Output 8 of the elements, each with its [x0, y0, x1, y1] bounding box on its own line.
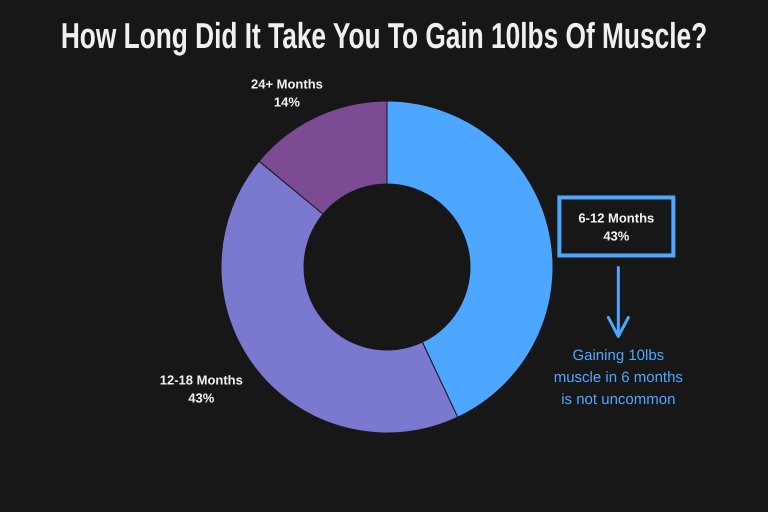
data-label: 43%: [188, 390, 215, 406]
slice-label: 6-12 Months: [578, 210, 654, 226]
slice-label: 12-18 Months: [160, 372, 243, 388]
data-label: 43%: [603, 228, 630, 244]
slice-label: 24+ Months: [251, 76, 323, 92]
text: Gaining 10lbs muscle in 6 months is not uncommon: [552, 346, 684, 410]
data-label: 14%: [274, 94, 300, 110]
chart-title: How Long Did It Take You To Gain 10lbs Of Muscle?: [60, 14, 708, 58]
